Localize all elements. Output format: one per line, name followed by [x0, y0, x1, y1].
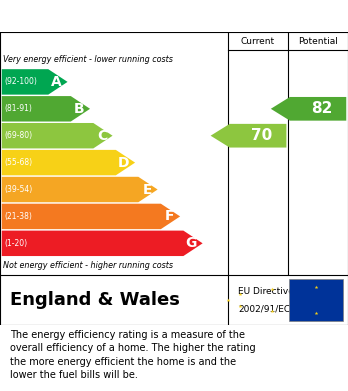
Text: Energy Efficiency Rating: Energy Efficiency Rating — [10, 9, 220, 23]
Text: Very energy efficient - lower running costs: Very energy efficient - lower running co… — [3, 55, 173, 64]
Text: 2002/91/EC: 2002/91/EC — [238, 305, 291, 314]
Polygon shape — [2, 177, 158, 202]
Polygon shape — [2, 123, 113, 149]
Text: (69-80): (69-80) — [5, 131, 33, 140]
Text: 82: 82 — [311, 101, 332, 116]
Polygon shape — [211, 124, 286, 147]
Polygon shape — [2, 231, 203, 256]
Text: (21-38): (21-38) — [5, 212, 33, 221]
Text: F: F — [165, 210, 175, 223]
Polygon shape — [271, 97, 346, 121]
Polygon shape — [2, 204, 180, 229]
Text: E: E — [143, 183, 152, 197]
Text: (39-54): (39-54) — [5, 185, 33, 194]
FancyBboxPatch shape — [289, 279, 343, 321]
Text: The energy efficiency rating is a measure of the
overall efficiency of a home. T: The energy efficiency rating is a measur… — [10, 330, 256, 380]
Text: G: G — [186, 236, 197, 250]
Polygon shape — [2, 69, 68, 95]
Text: (1-20): (1-20) — [5, 239, 28, 248]
Text: Potential: Potential — [298, 37, 338, 46]
Text: (81-91): (81-91) — [5, 104, 33, 113]
Text: A: A — [51, 75, 62, 89]
Polygon shape — [2, 150, 135, 175]
Text: C: C — [97, 129, 107, 143]
Text: England & Wales: England & Wales — [10, 291, 180, 309]
Text: 70: 70 — [251, 128, 272, 143]
Text: D: D — [118, 156, 129, 170]
Polygon shape — [2, 96, 90, 122]
Text: Current: Current — [241, 37, 275, 46]
Text: B: B — [74, 102, 85, 116]
Text: (92-100): (92-100) — [5, 77, 38, 86]
Text: EU Directive: EU Directive — [238, 287, 294, 296]
Text: (55-68): (55-68) — [5, 158, 33, 167]
Text: Not energy efficient - higher running costs: Not energy efficient - higher running co… — [3, 262, 174, 271]
